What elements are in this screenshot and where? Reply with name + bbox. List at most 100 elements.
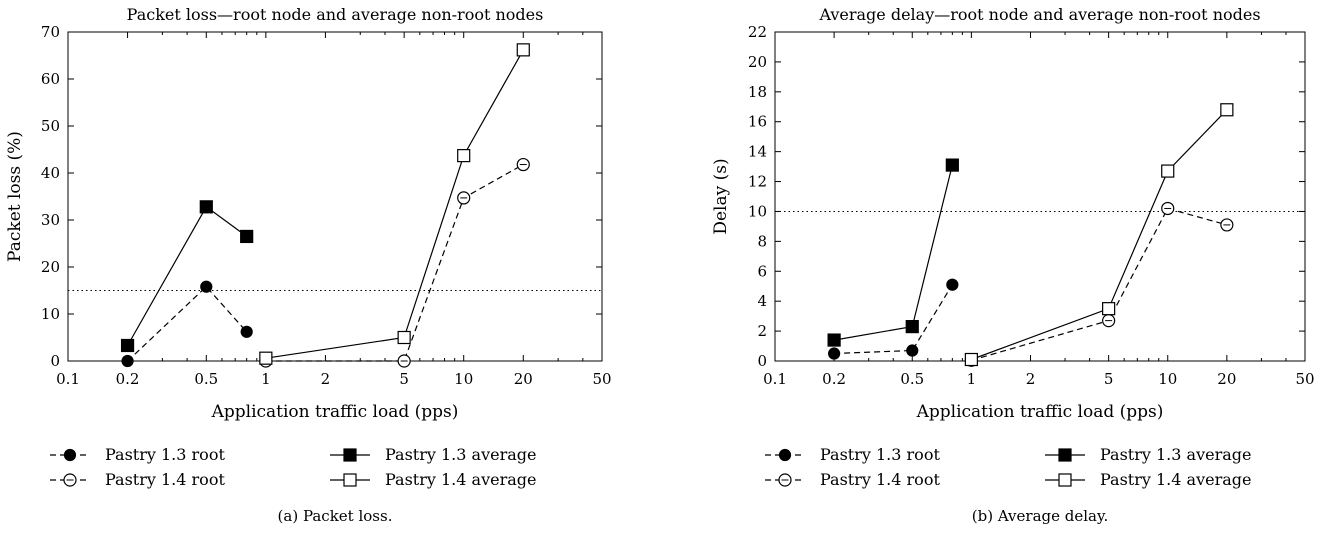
y-tick-label: 12 <box>748 173 767 191</box>
series-line <box>265 49 524 359</box>
legend-marker <box>1058 473 1072 487</box>
x-axis-label: Application traffic load (pps) <box>211 402 459 422</box>
y-tick-label: 60 <box>41 70 60 88</box>
data-point <box>827 333 841 347</box>
legend-label: Pastry 1.4 root <box>105 470 225 489</box>
y-tick-label: 6 <box>757 262 767 280</box>
x-tick-label: 1 <box>967 370 977 388</box>
data-point <box>905 320 919 334</box>
data-point <box>1161 164 1175 178</box>
series-pastry-1-4-root <box>259 157 530 368</box>
chart-title: Packet loss—root node and average non-ro… <box>127 5 544 24</box>
x-tick-label: 0.2 <box>822 370 846 388</box>
data-point <box>1102 302 1116 316</box>
y-axis-label: Packet loss (%) <box>5 131 25 262</box>
legend-entry: Pastry 1.3 root <box>50 445 225 464</box>
legend-label: Pastry 1.3 average <box>385 445 536 464</box>
y-tick-label: 20 <box>41 258 60 276</box>
legend-entry: Pastry 1.4 average <box>330 470 536 489</box>
legend-marker <box>1058 448 1072 462</box>
legend-entry: Pastry 1.3 average <box>1045 445 1251 464</box>
chart-title: Average delay—root node and average non-… <box>818 5 1260 24</box>
y-tick-label: 14 <box>748 143 767 161</box>
x-tick-label: 50 <box>592 370 611 388</box>
data-point <box>397 330 411 345</box>
data-point <box>946 278 959 291</box>
data-point <box>240 325 253 338</box>
data-point <box>828 347 841 360</box>
x-tick-label: 1 <box>261 370 271 388</box>
legend-entry: Pastry 1.3 root <box>765 445 940 464</box>
y-tick-label: 10 <box>41 305 60 323</box>
plot-frame <box>67 31 603 362</box>
x-tick-label: 0.5 <box>900 370 924 388</box>
data-point <box>199 200 213 214</box>
figure-caption: (a) Packet loss. <box>278 507 393 525</box>
y-tick-label: 2 <box>757 322 767 340</box>
x-tick-label: 0.1 <box>56 370 80 388</box>
x-tick-label: 0.1 <box>763 370 787 388</box>
series-pastry-1-3-root <box>828 278 959 360</box>
y-axis-label: Delay (s) <box>711 158 731 234</box>
x-tick-label: 50 <box>1295 370 1314 388</box>
series-line <box>834 284 953 355</box>
legend-marker <box>343 473 357 487</box>
x-tick-label: 10 <box>1158 370 1177 388</box>
data-point <box>120 338 135 353</box>
x-tick-label: 2 <box>1026 370 1036 388</box>
series-pastry-1-4-average <box>259 43 530 365</box>
y-tick-label: 8 <box>757 232 767 250</box>
series-pastry-1-4-average <box>964 103 1234 367</box>
series-pastry-1-3-average <box>120 200 254 353</box>
y-tick-label: 70 <box>41 23 60 41</box>
y-tick-label: 20 <box>748 53 767 71</box>
legend-label: Pastry 1.3 root <box>105 445 225 464</box>
data-point <box>945 158 959 172</box>
data-point <box>457 149 471 163</box>
x-tick-label: 0.2 <box>116 370 140 388</box>
data-point <box>200 280 213 293</box>
y-tick-label: 4 <box>757 292 767 310</box>
chart-panel-packet-loss: Packet loss—root node and average non-ro… <box>5 5 612 525</box>
data-point <box>964 352 978 367</box>
x-axis-label: Application traffic load (pps) <box>916 402 1164 422</box>
legend-marker <box>343 448 357 462</box>
legend-label: Pastry 1.4 root <box>820 470 940 489</box>
legend-marker <box>63 448 77 462</box>
y-tick-label: 16 <box>748 113 767 131</box>
data-point <box>1220 103 1234 117</box>
x-tick-label: 20 <box>514 370 533 388</box>
series-line <box>127 205 248 346</box>
chart-panel-average-delay: Average delay—root node and average non-… <box>711 5 1315 525</box>
legend-label: Pastry 1.3 average <box>1100 445 1251 464</box>
series-pastry-1-3-average <box>827 158 959 347</box>
y-tick-label: 50 <box>41 117 60 135</box>
legend: Pastry 1.3 root Pastry 1.3 average Pastry … <box>50 445 536 489</box>
y-tick-label: 0 <box>757 352 767 370</box>
series-pastry-1-3-root <box>121 280 253 368</box>
y-tick-label: 30 <box>41 211 60 229</box>
legend-label: Pastry 1.4 average <box>1100 470 1251 489</box>
legend-entry: Pastry 1.4 average <box>1045 470 1251 489</box>
data-point <box>240 229 254 244</box>
figure-caption: (b) Average delay. <box>972 507 1108 525</box>
x-tick-label: 20 <box>1217 370 1236 388</box>
series-line <box>127 285 248 362</box>
x-tick-label: 5 <box>399 370 409 388</box>
x-tick-label: 10 <box>454 370 473 388</box>
legend-label: Pastry 1.4 average <box>385 470 536 489</box>
x-tick-label: 0.5 <box>194 370 218 388</box>
series-pastry-1-4-root <box>964 201 1234 367</box>
legend-entry: Pastry 1.3 average <box>330 445 536 464</box>
legend-entry: Pastry 1.4 root <box>50 470 225 489</box>
data-point <box>259 351 273 365</box>
x-tick-label: 2 <box>321 370 331 388</box>
legend-label: Pastry 1.3 root <box>820 445 940 464</box>
y-tick-label: 40 <box>41 164 60 182</box>
y-tick-label: 18 <box>748 83 767 101</box>
data-point <box>516 43 530 57</box>
data-point <box>121 354 134 368</box>
series-line <box>265 163 524 362</box>
x-tick-label: 5 <box>1104 370 1114 388</box>
